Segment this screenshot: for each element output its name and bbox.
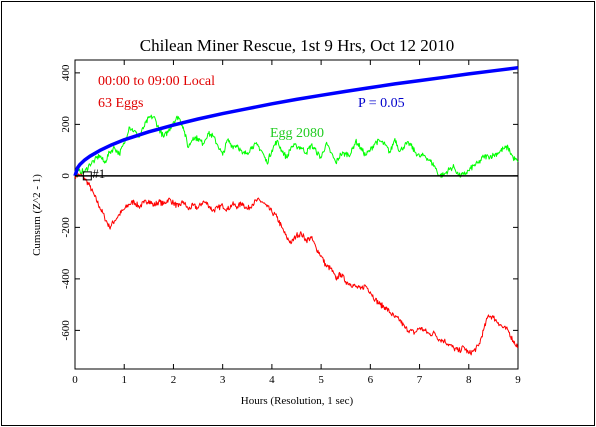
y-tick-label: 400 [60,64,72,81]
series-green-line [74,114,519,179]
y-tick-label: -600 [60,320,72,341]
plot-area [74,59,519,370]
annotation-time-range: 00:00 to 09:00 Local [98,74,215,89]
x-tick-label: 2 [171,374,177,386]
axes: 0 1 2 3 4 5 6 7 8 9 400 200 0 -200 -400 -600 [60,60,521,386]
annotation-probability: P = 0.05 [358,96,405,111]
x-tick-label: 7 [417,374,423,386]
x-tick-label: 4 [269,374,275,386]
annotation-egg-count: 63 Eggs [98,96,144,111]
x-tick-label: 8 [466,374,472,386]
y-tick-label: -200 [60,217,72,238]
series-layer [73,65,519,356]
series-blue-line [73,65,519,177]
marker-1-box [82,171,92,181]
x-axis-label: Hours (Resolution, 1 sec) [241,395,354,407]
x-tick-label: 9 [515,374,521,386]
x-tick-label: 0 [72,374,78,386]
series-red-line [74,172,519,356]
x-tick-label: 1 [121,374,127,386]
x-tick-label: 3 [220,374,226,386]
y-tick-label: 200 [60,116,72,133]
y-tick-label: 0 [60,173,72,179]
y-axis-label: Cumsum (Z^2 - 1) [31,174,43,256]
x-tick-label: 6 [368,374,374,386]
x-tick-label: 5 [318,374,324,386]
annotation-egg-label: Egg 2080 [270,126,324,141]
y-tick-label: -400 [60,268,72,289]
chart-title: Chilean Miner Rescue, 1st 9 Hrs, Oct 12 … [140,36,454,55]
marker-1-label: #1 [92,166,105,181]
